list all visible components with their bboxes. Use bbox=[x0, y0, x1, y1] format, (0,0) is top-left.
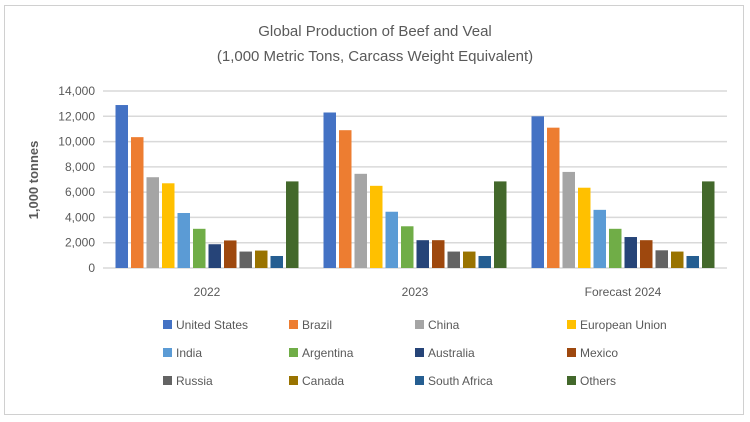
legend-label: Mexico bbox=[580, 346, 618, 360]
legend-swatch bbox=[567, 320, 576, 329]
legend-item: Mexico bbox=[567, 346, 618, 360]
legend-swatch bbox=[415, 376, 424, 385]
bar-india-forecast-2024 bbox=[593, 209, 606, 268]
bar-united-states-2023 bbox=[323, 112, 336, 268]
bar-others-2022 bbox=[286, 181, 299, 268]
legend-item: Brazil bbox=[289, 318, 332, 332]
bar-argentina-2022 bbox=[193, 228, 206, 268]
legend-label: China bbox=[428, 318, 460, 332]
legend-swatch bbox=[289, 320, 298, 329]
bar-china-2023 bbox=[354, 173, 367, 268]
bar-argentina-2023 bbox=[401, 226, 414, 268]
bar-india-2023 bbox=[385, 211, 398, 268]
bar-brazil-2022 bbox=[131, 137, 144, 268]
x-tick-label: 2023 bbox=[402, 285, 429, 299]
legend-item: Others bbox=[567, 374, 616, 388]
bar-brazil-forecast-2024 bbox=[547, 127, 560, 269]
legend-label: Russia bbox=[176, 374, 213, 388]
y-tick-label: 12,000 bbox=[58, 109, 95, 123]
legend-item: Russia bbox=[163, 374, 213, 388]
legend-swatch bbox=[289, 376, 298, 385]
bar-russia-forecast-2024 bbox=[655, 250, 668, 268]
chart-subtitle: (1,000 Metric Tons, Carcass Weight Equiv… bbox=[217, 48, 533, 65]
bar-canada-2022 bbox=[255, 250, 268, 268]
bar-india-2022 bbox=[177, 213, 190, 268]
bar-south-africa-forecast-2024 bbox=[686, 255, 699, 268]
y-tick-label: 2,000 bbox=[65, 236, 95, 250]
legend-swatch bbox=[567, 376, 576, 385]
bar-mexico-2022 bbox=[224, 240, 237, 268]
bar-china-forecast-2024 bbox=[562, 171, 575, 268]
legend-item: India bbox=[163, 346, 202, 360]
legend-label: Australia bbox=[428, 346, 475, 360]
bar-russia-2022 bbox=[239, 251, 252, 268]
bar-australia-2023 bbox=[416, 240, 429, 268]
bar-argentina-forecast-2024 bbox=[609, 228, 622, 268]
bar-mexico-2023 bbox=[432, 240, 445, 268]
bar-south-africa-2022 bbox=[270, 255, 283, 268]
y-tick-label: 4,000 bbox=[65, 210, 95, 224]
chart-title: Global Production of Beef and Veal bbox=[258, 23, 492, 40]
legend-label: Canada bbox=[302, 374, 344, 388]
legend-label: South Africa bbox=[428, 374, 493, 388]
y-tick-label: 6,000 bbox=[65, 185, 95, 199]
bar-canada-2023 bbox=[463, 251, 476, 268]
legend-swatch bbox=[567, 348, 576, 357]
bar-european-union-2023 bbox=[370, 185, 383, 268]
legend-item: European Union bbox=[567, 318, 667, 332]
bar-russia-2023 bbox=[447, 251, 460, 268]
legend-item: Canada bbox=[289, 374, 344, 388]
legend-swatch bbox=[163, 348, 172, 357]
legend-swatch bbox=[163, 320, 172, 329]
legend-label: European Union bbox=[580, 318, 667, 332]
legend-item: China bbox=[415, 318, 460, 332]
bar-china-2022 bbox=[146, 177, 159, 268]
bar-canada-forecast-2024 bbox=[671, 251, 684, 268]
legend-swatch bbox=[163, 376, 172, 385]
chart-frame bbox=[4, 5, 744, 415]
y-tick-label: 0 bbox=[88, 261, 95, 275]
bar-australia-forecast-2024 bbox=[624, 237, 637, 268]
legend-item: Australia bbox=[415, 346, 475, 360]
legend-label: United States bbox=[176, 318, 248, 332]
legend-item: South Africa bbox=[415, 374, 493, 388]
legend-label: Others bbox=[580, 374, 616, 388]
y-tick-label: 10,000 bbox=[58, 135, 95, 149]
legend-swatch bbox=[415, 348, 424, 357]
y-tick-label: 8,000 bbox=[65, 160, 95, 174]
legend-label: Argentina bbox=[302, 346, 354, 360]
legend-swatch bbox=[289, 348, 298, 357]
bar-united-states-2022 bbox=[115, 105, 128, 268]
bar-mexico-forecast-2024 bbox=[640, 240, 653, 268]
bar-australia-2022 bbox=[208, 244, 221, 268]
bar-european-union-forecast-2024 bbox=[578, 187, 591, 268]
legend-swatch bbox=[415, 320, 424, 329]
legend-label: Brazil bbox=[302, 318, 332, 332]
bar-brazil-2023 bbox=[339, 130, 352, 268]
y-axis-label: 1,000 tonnes bbox=[26, 141, 41, 220]
legend-item: United States bbox=[163, 318, 248, 332]
y-tick-label: 14,000 bbox=[58, 84, 95, 98]
x-tick-label: 2022 bbox=[194, 285, 221, 299]
bar-others-forecast-2024 bbox=[702, 181, 715, 268]
x-tick-label: Forecast 2024 bbox=[585, 285, 662, 299]
bar-european-union-2022 bbox=[162, 183, 175, 268]
bar-south-africa-2023 bbox=[478, 255, 491, 268]
legend-label: India bbox=[176, 346, 202, 360]
bar-united-states-forecast-2024 bbox=[531, 116, 544, 269]
bar-others-2023 bbox=[494, 181, 507, 268]
legend-item: Argentina bbox=[289, 346, 354, 360]
